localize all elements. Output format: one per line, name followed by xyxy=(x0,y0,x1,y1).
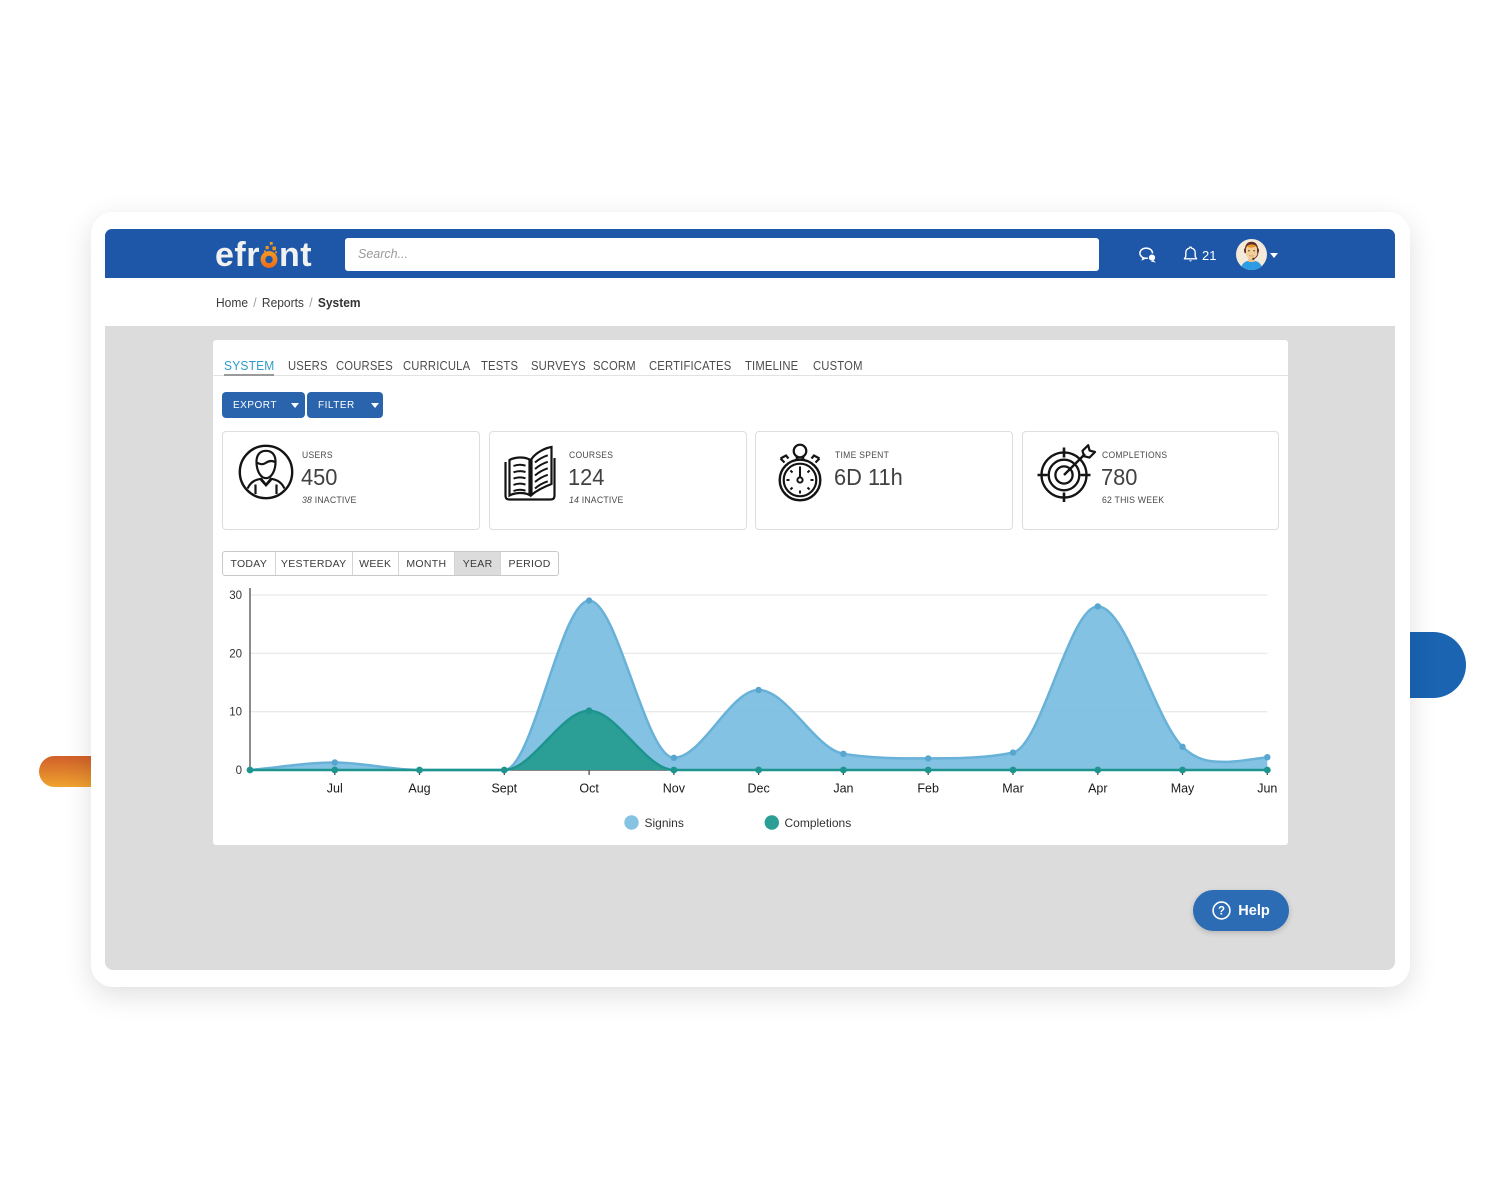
svg-text:?: ? xyxy=(1218,906,1225,918)
svg-text:10: 10 xyxy=(229,707,242,719)
svg-text:Jan: Jan xyxy=(833,782,853,796)
svg-text:Apr: Apr xyxy=(1088,782,1107,796)
svg-text:Feb: Feb xyxy=(917,782,939,796)
svg-text:Jul: Jul xyxy=(327,782,343,796)
svg-text:20: 20 xyxy=(229,648,242,660)
svg-text:Dec: Dec xyxy=(747,782,769,796)
svg-text:May: May xyxy=(1171,782,1195,796)
svg-text:Aug: Aug xyxy=(408,782,430,796)
svg-text:Mar: Mar xyxy=(1002,782,1024,796)
svg-text:0: 0 xyxy=(236,765,242,777)
svg-text:Oct: Oct xyxy=(579,782,599,796)
svg-text:Signins: Signins xyxy=(645,816,684,830)
svg-text:Jun: Jun xyxy=(1257,782,1277,796)
svg-text:Nov: Nov xyxy=(663,782,686,796)
svg-text:Completions: Completions xyxy=(785,816,852,830)
svg-text:Sept: Sept xyxy=(491,782,517,796)
svg-text:30: 30 xyxy=(229,590,242,602)
